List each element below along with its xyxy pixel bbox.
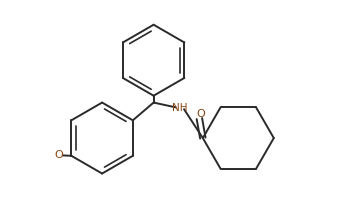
Text: O: O [54, 150, 63, 160]
Text: NH: NH [172, 103, 188, 113]
Text: O: O [196, 109, 205, 119]
